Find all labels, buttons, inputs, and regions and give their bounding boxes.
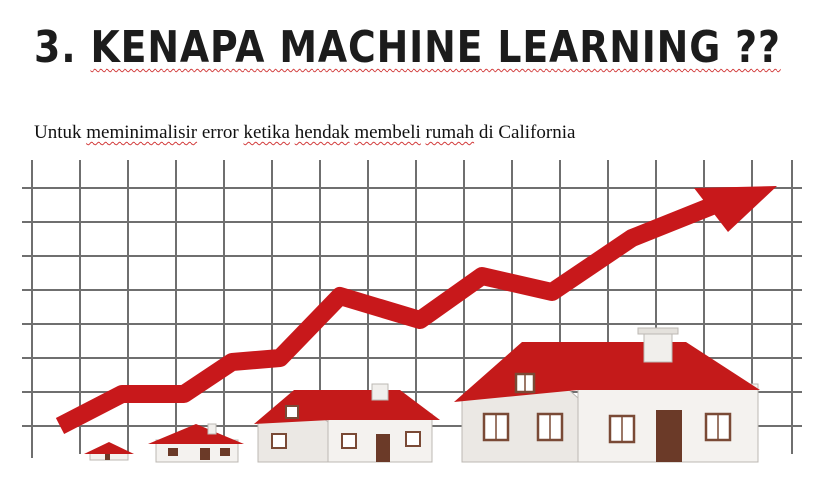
subtitle-word: error [201, 122, 239, 143]
subtitle-word: hendak [294, 122, 350, 143]
subtitle-word: Untuk [34, 122, 82, 143]
subtitle-word: di [478, 122, 494, 143]
subtitle-word: rumah [425, 122, 475, 143]
house-icon [454, 327, 760, 463]
subtitle-word: membeli [354, 122, 421, 143]
title-text: KENAPA MACHINE LEARNING ?? [90, 22, 781, 73]
house-icon [254, 383, 440, 463]
subtitle-word: California [498, 122, 576, 143]
title-number: 3. [34, 22, 77, 73]
subtitle-word: ketika [243, 122, 290, 143]
subtitle-word: meminimalisir [86, 122, 198, 143]
subtitle: Untuk meminimalisir error ketika hendak … [34, 120, 794, 146]
house-icon [84, 442, 134, 461]
house-icon [148, 423, 244, 463]
rising-arrow-houses-illustration [22, 160, 802, 466]
page-title: 3. KENAPA MACHINE LEARNING ?? [34, 16, 780, 80]
rising-arrow-icon [55, 186, 777, 434]
